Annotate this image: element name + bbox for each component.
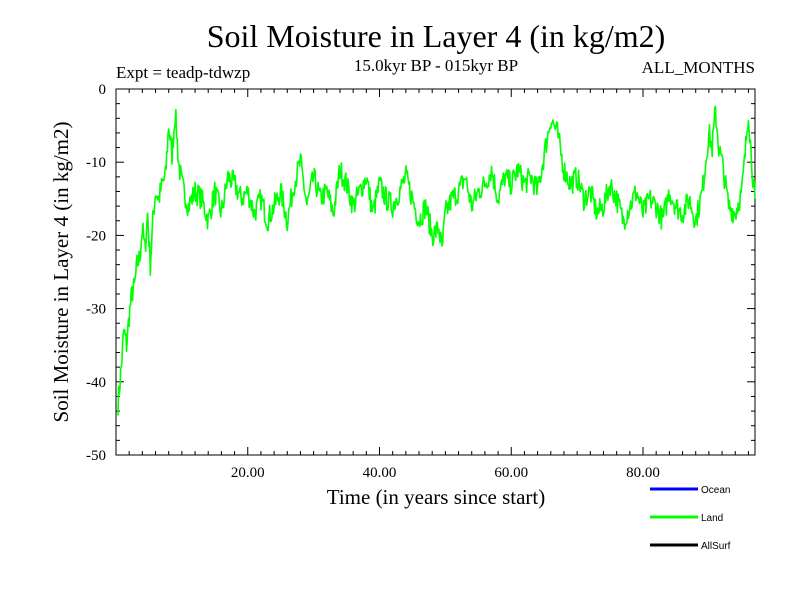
- y-axis: 0 -10 -20 -30 -40 -50: [86, 82, 755, 464]
- y-axis-label: Soil Moisture in Layer 4 (in kg/m2): [49, 122, 73, 423]
- legend: Ocean Land AllSurf: [650, 485, 731, 552]
- legend-label-land: Land: [701, 513, 723, 524]
- plot-frame: [115, 88, 756, 456]
- x-tick-label: 20.00: [231, 465, 265, 481]
- legend-label-ocean: Ocean: [701, 485, 730, 496]
- chart-title: Soil Moisture in Layer 4 (in kg/m2): [207, 18, 666, 54]
- y-tick-label: -10: [86, 155, 106, 171]
- y-tick-label: -50: [86, 448, 106, 464]
- x-axis: 20.00 40.00 60.00 80.00: [128, 89, 749, 481]
- series-line-land: [117, 105, 756, 416]
- legend-label-allsurf: AllSurf: [701, 541, 731, 552]
- y-tick-label: 0: [99, 82, 107, 98]
- y-tick-label: -40: [86, 375, 106, 391]
- series-layer: [117, 105, 756, 416]
- x-tick-label: 60.00: [494, 465, 528, 481]
- x-tick-label: 40.00: [363, 465, 397, 481]
- y-tick-label: -20: [86, 228, 106, 244]
- expt-label: Expt = teadp-tdwzp: [116, 63, 250, 82]
- y-tick-label: -30: [86, 302, 106, 318]
- x-tick-label: 80.00: [626, 465, 660, 481]
- chart-subtitle: 15.0kyr BP - 015kyr BP: [354, 56, 518, 75]
- x-axis-label: Time (in years since start): [327, 485, 546, 509]
- months-label: ALL_MONTHS: [642, 58, 755, 77]
